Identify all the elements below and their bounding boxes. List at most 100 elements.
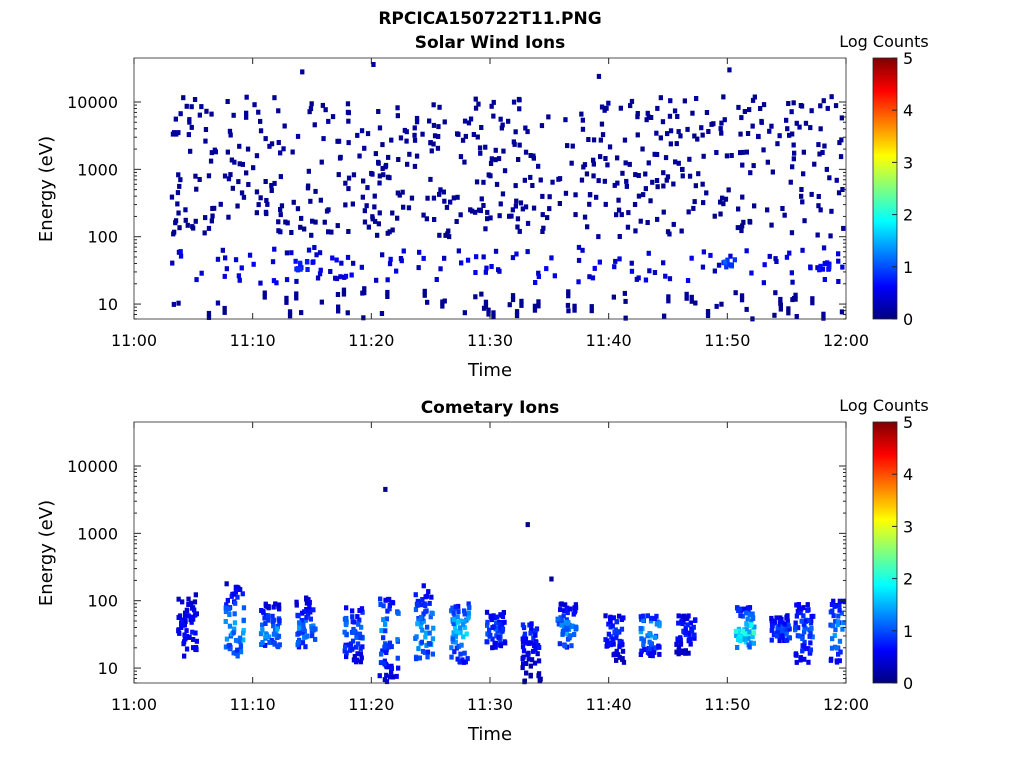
data-cell: [336, 138, 342, 144]
data-cell: [438, 266, 443, 272]
data-cell: [769, 615, 774, 621]
data-cell: [428, 614, 433, 620]
data-cell: [693, 300, 698, 306]
data-cell: [306, 597, 311, 603]
data-cell: [260, 627, 265, 633]
data-cell: [686, 613, 691, 619]
data-cell: [797, 633, 802, 639]
data-cell: [276, 219, 281, 225]
data-cell: [346, 186, 351, 192]
data-cell: [186, 613, 191, 619]
data-cell: [617, 638, 622, 644]
data-cell: [733, 290, 738, 296]
data-cell: [384, 647, 389, 652]
data-cell: [479, 196, 484, 202]
data-cell: [263, 633, 269, 639]
data-cell: [576, 279, 581, 285]
data-cell: [536, 274, 541, 279]
data-cell: [528, 663, 533, 669]
data-cell: [306, 611, 311, 617]
data-cell: [830, 623, 835, 629]
data-cell: [479, 291, 484, 297]
data-cell: [821, 98, 826, 104]
data-cell: [181, 95, 186, 101]
data-cell: [478, 208, 483, 214]
data-cell: [383, 597, 388, 603]
data-cell: [643, 277, 649, 283]
data-cell: [289, 230, 294, 235]
data-cell: [517, 97, 522, 103]
data-cell: [466, 610, 471, 616]
data-cell: [468, 116, 474, 122]
data-cell: [210, 213, 215, 219]
data-cell: [808, 631, 813, 636]
data-cell: [176, 130, 181, 136]
data-cell: [775, 626, 780, 632]
data-cell: [479, 125, 484, 130]
data-cell: [304, 600, 310, 606]
data-cell: [689, 628, 694, 634]
data-cell: [483, 299, 489, 305]
data-cell: [528, 174, 533, 180]
data-cell: [384, 650, 389, 655]
data-cell: [497, 622, 502, 628]
data-cell: [488, 215, 493, 221]
data-cell: [362, 286, 367, 292]
data-cell: [226, 643, 231, 649]
data-cell: [254, 210, 259, 216]
data-cell: [188, 617, 193, 623]
data-cell: [294, 602, 299, 608]
data-cell: [839, 115, 844, 121]
data-cell: [271, 623, 276, 629]
data-cell: [427, 600, 432, 606]
data-cell: [672, 108, 678, 114]
data-cell: [429, 148, 434, 154]
data-cell: [566, 620, 571, 625]
data-cell: [700, 264, 706, 270]
data-cell: [171, 231, 176, 237]
data-cell: [676, 647, 681, 653]
data-cell: [389, 644, 394, 650]
data-cell: [751, 630, 757, 636]
data-cell: [176, 172, 181, 178]
data-cell: [222, 173, 228, 179]
data-cell: [719, 301, 724, 307]
data-cell: [778, 296, 783, 302]
x-tick-label: 11:00: [111, 695, 157, 714]
data-cell: [664, 177, 669, 183]
data-cell: [521, 625, 527, 631]
data-cell: [310, 633, 315, 639]
data-cell: [654, 130, 659, 136]
data-cell: [531, 205, 537, 211]
data-cell: [519, 298, 524, 304]
x-tick-label: 11:20: [348, 331, 394, 350]
data-cell: [794, 602, 799, 608]
data-cell: [565, 610, 570, 616]
data-cell: [284, 299, 289, 305]
data-cell: [774, 615, 779, 621]
data-cell: [818, 126, 823, 132]
data-cell: [423, 609, 428, 615]
data-cell: [203, 127, 209, 132]
data-cell: [728, 253, 733, 259]
data-cell: [619, 212, 624, 218]
data-cell: [680, 173, 685, 179]
data-cell: [816, 142, 821, 148]
data-cell: [691, 205, 696, 211]
data-cell: [564, 626, 569, 632]
data-cell: [699, 125, 704, 131]
data-cell: [832, 633, 837, 638]
data-cell: [176, 628, 181, 634]
data-cell: [276, 602, 282, 608]
data-cell: [223, 255, 228, 261]
data-cell: [244, 94, 249, 100]
data-cell: [345, 109, 351, 115]
data-cell: [468, 207, 473, 213]
data-cell: [313, 636, 318, 642]
data-cell: [661, 260, 666, 266]
data-cell: [237, 161, 242, 167]
data-cell: [357, 608, 362, 613]
data-cell: [426, 589, 431, 595]
data-cell: [432, 133, 438, 139]
data-cell: [294, 599, 299, 605]
